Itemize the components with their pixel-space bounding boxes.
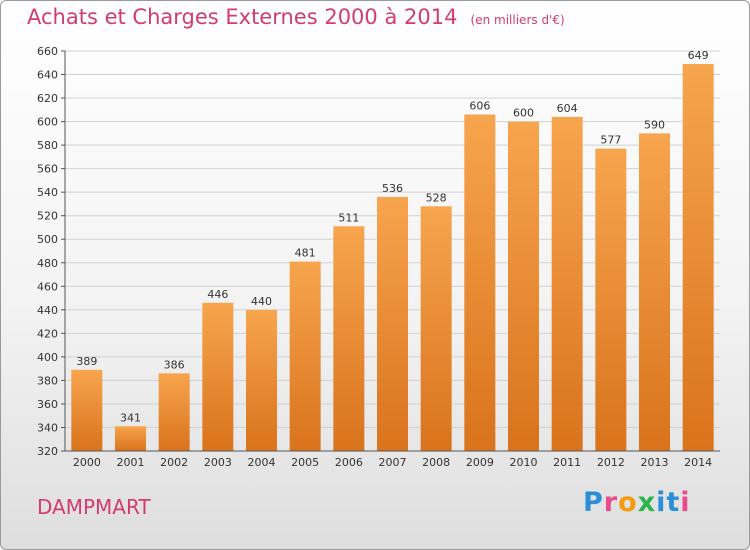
y-tick-label: 640: [37, 69, 58, 82]
bar-2011: [551, 116, 583, 451]
bar-2004: [246, 309, 277, 451]
logo-letter: P: [583, 487, 604, 518]
value-label-2012: 577: [600, 134, 621, 147]
bar-2009: [464, 114, 496, 451]
bar-2006: [333, 226, 365, 451]
chart-title: Achats et Charges Externes 2000 à 2014 (…: [27, 5, 565, 29]
x-tick-label: 2006: [335, 456, 363, 469]
y-tick-label: 320: [37, 445, 58, 458]
x-tick-label: 2003: [204, 456, 232, 469]
title-unit: (en milliers d'€): [470, 13, 565, 27]
y-tick-label: 340: [37, 421, 58, 434]
logo-letter: t: [666, 487, 681, 518]
value-label-2014: 649: [688, 49, 709, 62]
y-tick-label: 540: [37, 186, 58, 199]
bar-2012: [595, 148, 627, 451]
value-label-2000: 389: [76, 355, 97, 368]
title-text: Achats et Charges Externes 2000 à 2014: [27, 5, 458, 29]
bars: 389 341 386 446 440 481 511 536 528 606 600 604 577 5…: [71, 49, 714, 452]
y-tick-label: 400: [37, 351, 58, 364]
x-tick-label: 2014: [684, 456, 712, 469]
y-tick-label: 500: [37, 233, 58, 246]
value-label-2010: 600: [513, 107, 534, 120]
y-tick-label: 600: [37, 116, 58, 129]
proxiti-logo[interactable]: Proxiti: [583, 487, 691, 518]
y-tick-label: 580: [37, 139, 58, 152]
bar-2008: [420, 206, 452, 451]
logo-letter: i: [656, 487, 667, 518]
value-label-2004: 440: [251, 295, 272, 308]
value-label-2002: 386: [164, 358, 185, 371]
x-tick-label: 2007: [379, 456, 407, 469]
x-tick-label: 2013: [641, 456, 669, 469]
value-label-2011: 604: [557, 102, 578, 115]
y-tick-label: 440: [37, 304, 58, 317]
x-tick-label: 2011: [553, 456, 581, 469]
value-label-2001: 341: [120, 411, 141, 424]
x-tick-label: 2001: [117, 456, 145, 469]
value-label-2008: 528: [426, 191, 447, 204]
bar-2013: [639, 133, 670, 451]
y-tick-label: 620: [37, 92, 58, 105]
x-tick-label: 2000: [73, 456, 101, 469]
bar-2001: [115, 426, 146, 451]
x-tick-label: 2010: [510, 456, 538, 469]
logo-letter: x: [637, 487, 657, 518]
y-axis: 320 340 360 380 400 420 440 460 480 500 520 540 560 5…: [37, 45, 66, 458]
value-label-2005: 481: [295, 247, 316, 260]
value-label-2009: 606: [469, 100, 490, 113]
y-tick-label: 460: [37, 280, 58, 293]
logo-letter: o: [618, 487, 638, 518]
x-tick-label: 2009: [466, 456, 494, 469]
y-tick-label: 480: [37, 257, 58, 270]
y-tick-label: 660: [37, 45, 58, 58]
bar-2007: [377, 196, 408, 451]
y-tick-label: 360: [37, 398, 58, 411]
x-axis: 2000 2001 2002 2003 2004 2005 2006 2007 2008 2009…: [65, 450, 720, 469]
logo-letter: r: [603, 487, 619, 518]
bar-2000: [71, 369, 103, 451]
value-label-2007: 536: [382, 182, 403, 195]
bar-2010: [508, 121, 539, 452]
x-tick-label: 2012: [597, 456, 625, 469]
y-tick-label: 560: [37, 163, 58, 176]
x-tick-label: 2004: [248, 456, 276, 469]
place-name: DAMPMART: [37, 495, 151, 519]
value-label-2013: 590: [644, 118, 665, 131]
x-tick-label: 2005: [291, 456, 319, 469]
bar-2003: [202, 302, 234, 451]
x-tick-label: 2002: [160, 456, 188, 469]
value-label-2006: 511: [338, 211, 359, 224]
bar-2014: [682, 63, 714, 452]
bar-2005: [289, 261, 321, 451]
logo-letter: i: [680, 487, 691, 518]
bar-chart: 320 340 360 380 400 420 440 460 480 500 520 540 560 5…: [37, 45, 720, 469]
x-tick-label: 2008: [422, 456, 450, 469]
y-tick-label: 520: [37, 210, 58, 223]
y-tick-label: 420: [37, 327, 58, 340]
bar-2002: [158, 373, 190, 451]
value-label-2003: 446: [207, 288, 228, 301]
y-tick-label: 380: [37, 374, 58, 387]
